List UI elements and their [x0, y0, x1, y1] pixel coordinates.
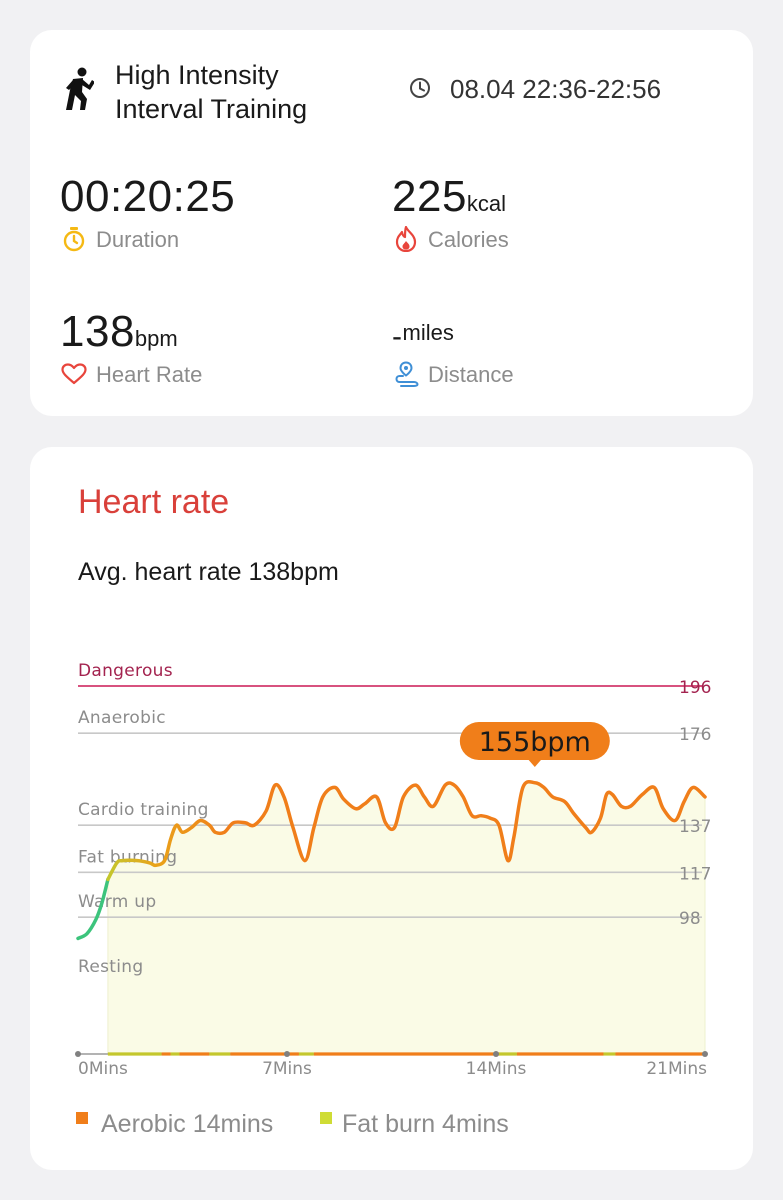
heart-rate-line: [106, 779, 707, 882]
workout-summary-card: High Intensity Interval Training 08.04 2…: [30, 30, 753, 416]
duration-label: Duration: [96, 227, 180, 252]
zone-value-dangerous: 196: [679, 678, 711, 698]
heart-rate-readout: 138bpm: [60, 307, 178, 357]
zone-label-resting: Resting: [78, 957, 143, 977]
distance-unit: miles: [402, 320, 454, 345]
heart-rate-title: Heart rate: [78, 483, 230, 521]
duration-value: 00:20:25: [60, 172, 236, 221]
legend-swatch-fat-burn: [320, 1112, 332, 1124]
zone-value-warm-up: 98: [679, 909, 701, 929]
x-tick-dot: [493, 1051, 499, 1057]
heart-rate-value: 138: [60, 307, 135, 356]
heart-rate-line-warmup: [76, 877, 110, 941]
calories-value: 225: [392, 172, 467, 221]
activity-name-line2: Interval Training: [115, 94, 308, 124]
max-heart-rate-label: 155bpm: [479, 727, 591, 758]
average-heart-rate: Avg. heart rate 138bpm: [78, 558, 339, 586]
distance-label: Distance: [428, 362, 514, 387]
max-heart-rate-callout: [459, 722, 610, 760]
callout-pointer: [527, 759, 542, 767]
zone-value-fat-burning: 117: [679, 864, 711, 884]
zone-value-anaerobic: 176: [679, 725, 711, 745]
running-person-icon: [62, 66, 94, 112]
x-tick-dot: [75, 1051, 81, 1057]
distance-readout: -miles: [392, 320, 454, 354]
zone-label-anaerobic: Anaerobic: [78, 708, 166, 728]
stopwatch-icon: [62, 226, 86, 252]
heart-rate-card: Heart rate Avg. heart rate 138bpm 196 Dan…: [30, 447, 753, 1170]
x-tick-label: 14Mins: [466, 1059, 527, 1079]
calories-label: Calories: [428, 227, 509, 252]
legend-swatch-aerobic: [76, 1112, 88, 1124]
heart-rate-chart: 196 Dangerous 176 Anaerobic 137 Cardio traini…: [75, 661, 711, 1079]
x-tick-dot: [702, 1051, 708, 1057]
calories-unit: kcal: [466, 191, 507, 216]
calories-readout: 225kcal: [392, 172, 506, 222]
location-pin-icon: [395, 361, 419, 387]
workout-time-range: 08.04 22:36-22:56: [450, 74, 662, 104]
zone-value-cardio-training: 137: [679, 817, 711, 837]
x-tick-label: 21Mins: [646, 1059, 707, 1079]
flame-icon: [395, 226, 417, 252]
heart-icon: [61, 363, 87, 385]
zone-label-warm-up: Warm up: [78, 892, 156, 912]
clock-icon: [409, 77, 431, 99]
legend-label-aerobic: Aerobic 14mins: [101, 1110, 274, 1138]
x-tick-label: 0Mins: [78, 1059, 128, 1079]
x-tick-label: 7Mins: [262, 1059, 312, 1079]
x-tick-dot: [284, 1051, 290, 1057]
heart-rate-unit: bpm: [134, 326, 178, 351]
zone-label-cardio-training: Cardio training: [78, 800, 209, 820]
legend-label-fat-burn: Fat burn 4mins: [342, 1110, 509, 1138]
distance-value: -: [392, 320, 403, 353]
heart-rate-label: Heart Rate: [96, 362, 203, 387]
activity-name-line1: High Intensity: [115, 60, 279, 90]
zone-label-dangerous: Dangerous: [78, 661, 173, 681]
